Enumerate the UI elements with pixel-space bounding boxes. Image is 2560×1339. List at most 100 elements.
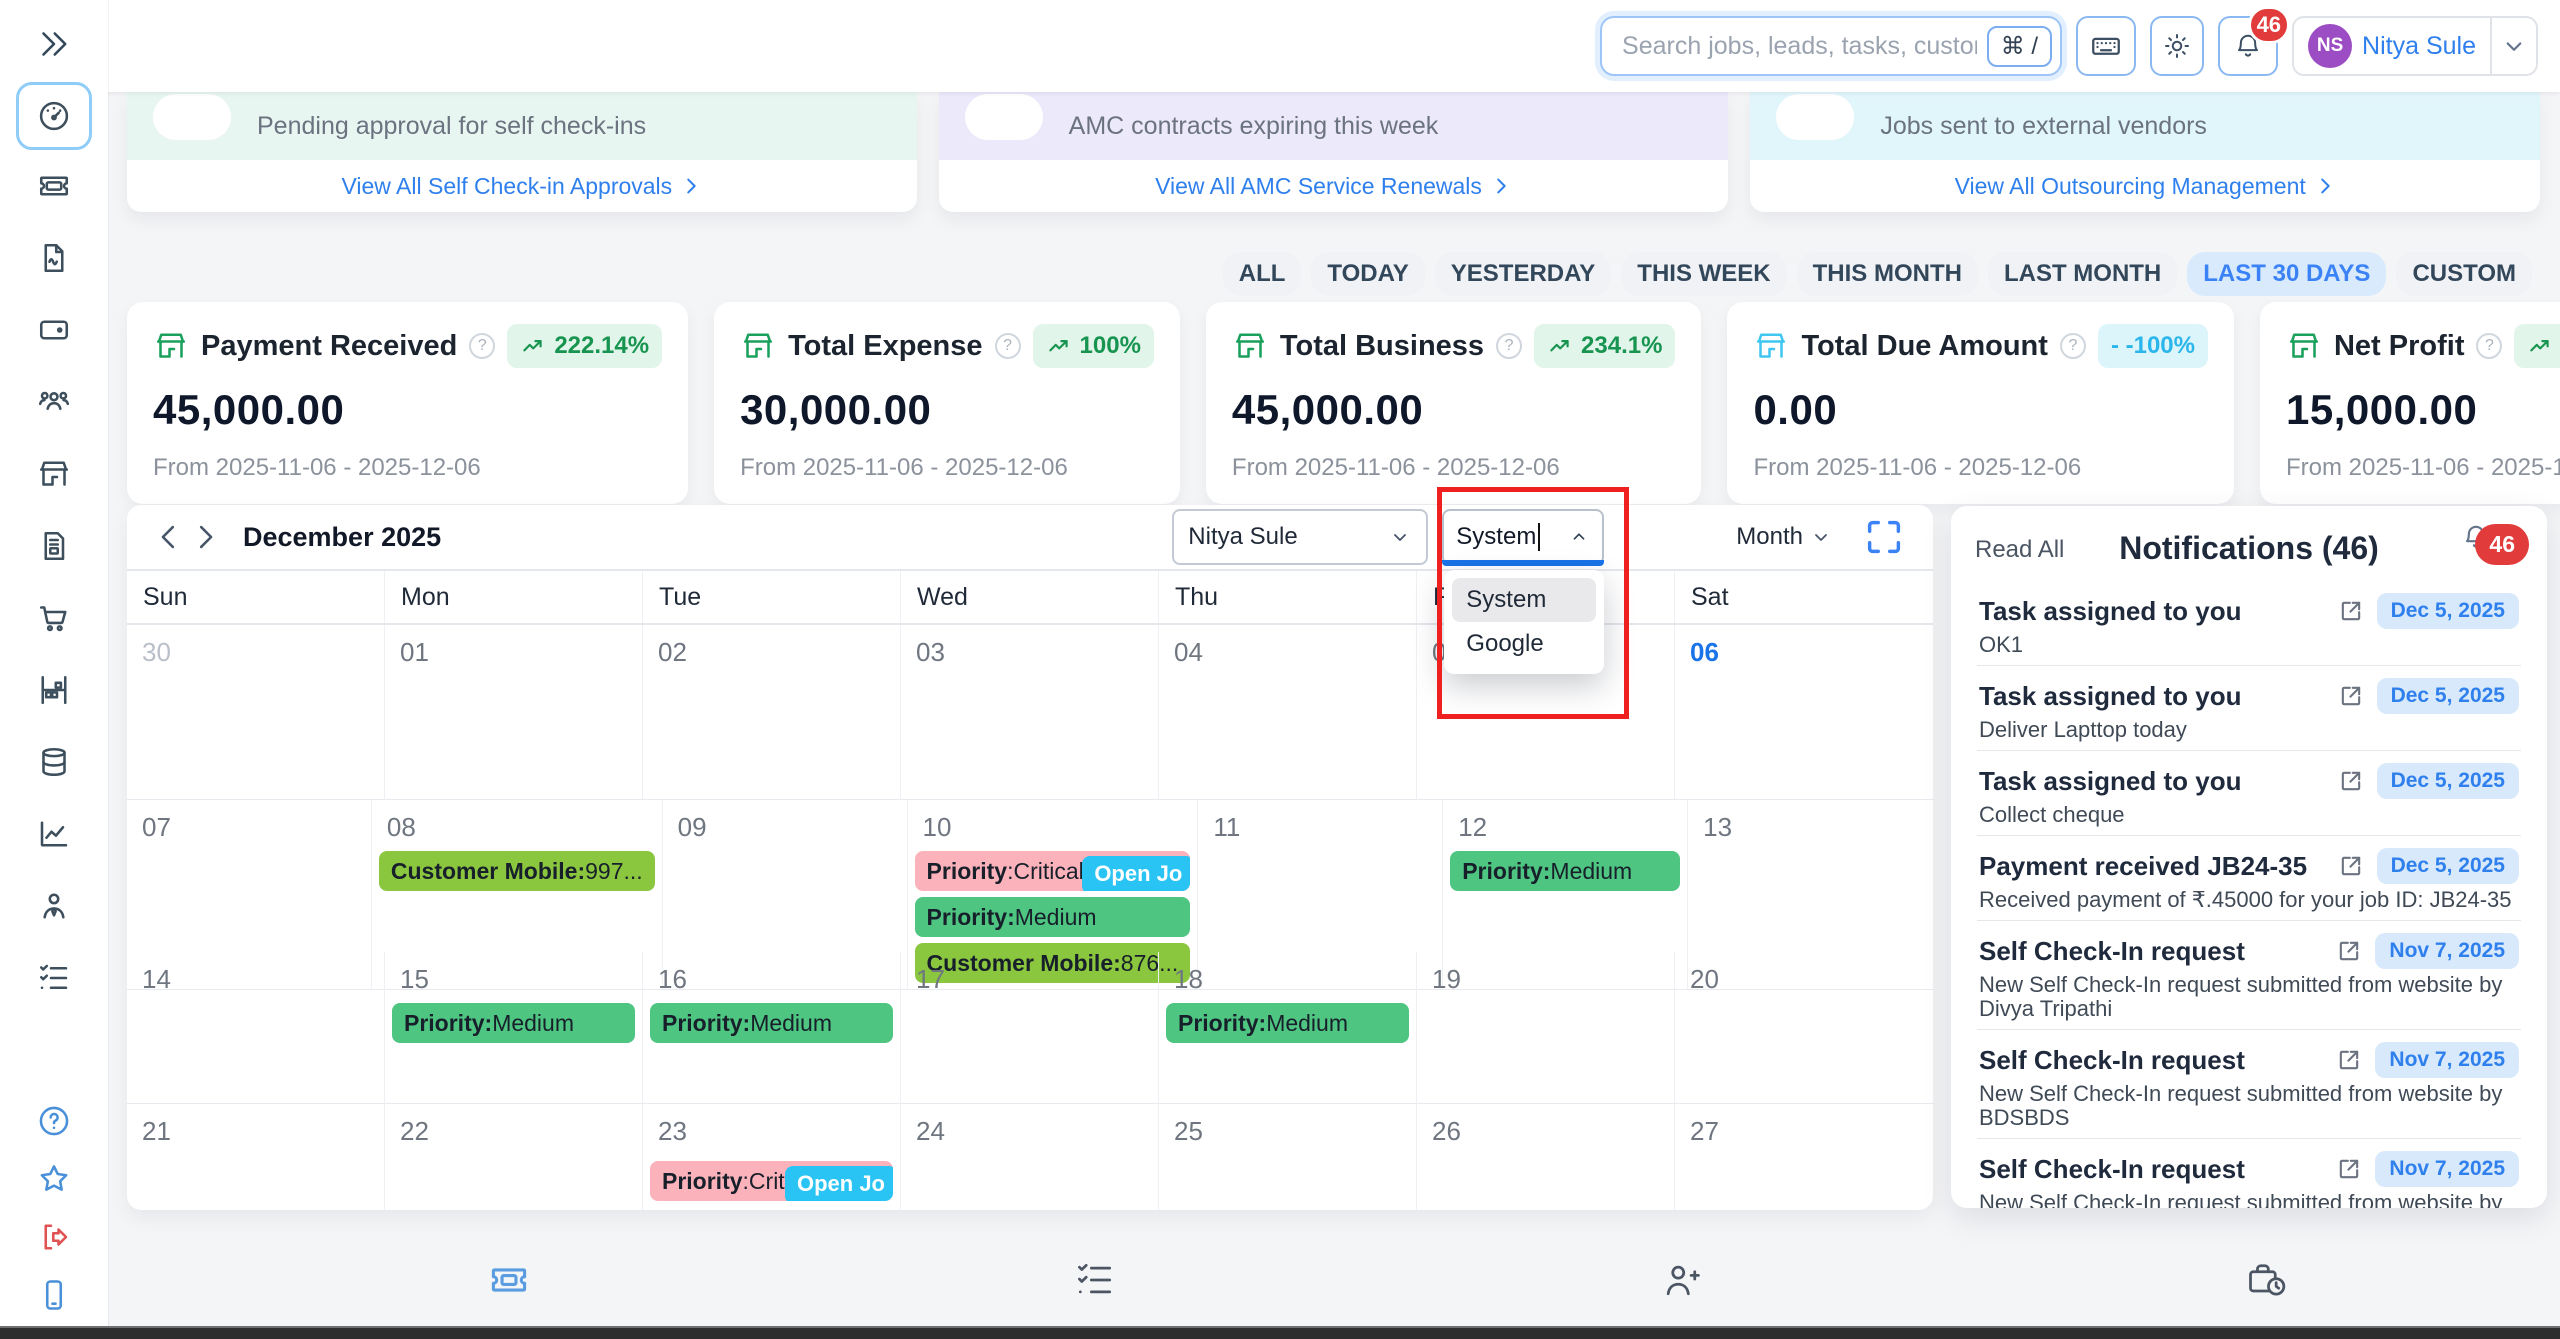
- day-cell[interactable]: 25: [1159, 1104, 1417, 1210]
- sidebar-item-tickets[interactable]: [36, 168, 72, 204]
- assignee-select[interactable]: Nitya Sule: [1172, 509, 1429, 565]
- day-cell[interactable]: 17: [901, 952, 1159, 1104]
- day-cell[interactable]: 18 Priority: Medium: [1159, 952, 1417, 1104]
- day-cell[interactable]: 22: [385, 1104, 643, 1210]
- sidebar-item-invoices[interactable]: [36, 528, 72, 564]
- tab-all[interactable]: ALL: [1222, 252, 1302, 296]
- tasks-checklist-icon[interactable]: [1073, 1258, 1117, 1302]
- day-cell[interactable]: 27: [1675, 1104, 1933, 1210]
- day-cell[interactable]: 26: [1417, 1104, 1675, 1210]
- notification-item[interactable]: Self Check-In request Nov 7, 2025 New Se…: [1977, 1139, 2521, 1208]
- notification-item[interactable]: Self Check-In request Nov 7, 2025 New Se…: [1977, 1030, 2521, 1139]
- calendar-event[interactable]: Priority: Medium: [1450, 851, 1681, 891]
- job-clock-icon[interactable]: [2245, 1258, 2289, 1302]
- tab-last-month[interactable]: LAST MONTH: [1987, 252, 2178, 296]
- calendar-prev-icon[interactable]: [153, 520, 187, 554]
- day-cell[interactable]: 14: [127, 952, 385, 1104]
- bottom-scrollbar[interactable]: [0, 1326, 2560, 1339]
- tab-today[interactable]: TODAY: [1311, 252, 1425, 296]
- external-link-icon[interactable]: [2337, 767, 2365, 795]
- source-option-system[interactable]: System: [1452, 578, 1597, 622]
- sidebar-expand-icon[interactable]: [36, 26, 72, 62]
- sidebar-item-store[interactable]: [36, 456, 72, 492]
- day-cell[interactable]: 13: [1688, 800, 1933, 990]
- booking-ticket-icon[interactable]: [487, 1258, 531, 1302]
- day-cell[interactable]: 04: [1159, 625, 1417, 800]
- view-all-self-checkin-link[interactable]: View All Self Check-in Approvals: [127, 160, 917, 212]
- day-cell[interactable]: 08 Customer Mobile: 997...: [371, 800, 663, 990]
- day-cell[interactable]: 12 Priority: Medium: [1443, 800, 1689, 990]
- day-cell[interactable]: 16 Priority: Medium: [643, 952, 901, 1104]
- calendar-event[interactable]: Priority :Critical Open Jo: [650, 1161, 893, 1201]
- sidebar-item-dashboard[interactable]: [16, 82, 92, 150]
- notification-item[interactable]: Task assigned to you Dec 5, 2025 OK1: [1977, 581, 2521, 666]
- calendar-event[interactable]: Priority: Medium: [1166, 1003, 1409, 1043]
- day-cell[interactable]: 02: [643, 625, 901, 800]
- calendar-event[interactable]: Priority: Medium: [650, 1003, 893, 1043]
- source-option-google[interactable]: Google: [1466, 630, 1544, 657]
- sidebar-item-tasks[interactable]: [36, 960, 72, 996]
- external-link-icon[interactable]: [2337, 682, 2365, 710]
- notification-item[interactable]: Task assigned to you Dec 5, 2025 Deliver…: [1977, 666, 2521, 751]
- sidebar-item-team[interactable]: [36, 384, 72, 420]
- notification-item[interactable]: Self Check-In request Nov 7, 2025 New Se…: [1977, 921, 2521, 1030]
- add-customer-icon[interactable]: [1659, 1258, 1703, 1302]
- tab-last-30-days[interactable]: LAST 30 DAYS: [2187, 252, 2387, 296]
- sidebar-item-wallet[interactable]: [36, 312, 72, 348]
- sidebar-item-purchases-cart[interactable]: [36, 600, 72, 636]
- external-link-icon[interactable]: [2335, 937, 2363, 965]
- user-profile-button[interactable]: NS Nitya Sule: [2294, 24, 2490, 68]
- day-cell[interactable]: 10 Priority :Critical Open Jo Priority: …: [907, 800, 1199, 990]
- day-cell[interactable]: 07: [127, 800, 372, 990]
- info-question-icon[interactable]: ?: [469, 333, 496, 359]
- tab-this-week[interactable]: THIS WEEK: [1621, 252, 1787, 296]
- search-input[interactable]: [1622, 31, 1977, 61]
- external-link-icon[interactable]: [2335, 1046, 2363, 1074]
- notification-item[interactable]: Payment received JB24-35 Dec 5, 2025 Rec…: [1977, 836, 2521, 921]
- info-question-icon[interactable]: ?: [2476, 333, 2503, 359]
- info-question-icon[interactable]: ?: [2059, 333, 2086, 359]
- view-all-outsourcing-link[interactable]: View All Outsourcing Management: [1750, 160, 2540, 212]
- fullscreen-expand-icon[interactable]: [1861, 514, 1907, 560]
- user-menu-toggle[interactable]: [2490, 18, 2536, 74]
- calendar-event[interactable]: Priority: Medium: [392, 1003, 635, 1043]
- day-cell[interactable]: 01: [385, 625, 643, 800]
- day-cell[interactable]: 03: [901, 625, 1159, 800]
- open-job-badge[interactable]: Open Jo: [784, 1166, 893, 1201]
- calendar-next-icon[interactable]: [187, 520, 221, 554]
- sidebar-item-employees[interactable]: [36, 888, 72, 924]
- notifications-button[interactable]: 46: [2218, 6, 2291, 76]
- day-cell-today[interactable]: 06: [1675, 625, 1933, 800]
- keyboard-shortcuts-button[interactable]: [2076, 16, 2137, 76]
- day-cell[interactable]: 19: [1417, 952, 1675, 1104]
- view-mode-select[interactable]: Month: [1736, 523, 1833, 551]
- external-link-icon[interactable]: [2337, 852, 2365, 880]
- day-cell[interactable]: 24: [901, 1104, 1159, 1210]
- day-cell[interactable]: 11: [1198, 800, 1444, 990]
- day-cell[interactable]: 09: [662, 800, 908, 990]
- info-question-icon[interactable]: ?: [1496, 333, 1523, 359]
- mobile-app-icon[interactable]: [36, 1277, 72, 1313]
- sidebar-item-analytics[interactable]: [36, 816, 72, 852]
- notification-item[interactable]: Task assigned to you Dec 5, 2025 Collect…: [1977, 751, 2521, 836]
- info-question-icon[interactable]: ?: [994, 333, 1021, 359]
- calendar-event[interactable]: Priority :Critical Open Jo: [914, 851, 1191, 891]
- day-cell[interactable]: 21: [127, 1104, 385, 1210]
- tab-yesterday[interactable]: YESTERDAY: [1434, 252, 1612, 296]
- day-cell[interactable]: 30: [127, 625, 385, 800]
- tab-custom[interactable]: CUSTOM: [2396, 252, 2532, 296]
- day-cell[interactable]: 20: [1675, 952, 1933, 1104]
- open-job-badge[interactable]: Open Jo: [1082, 856, 1191, 891]
- day-cell[interactable]: 15 Priority: Medium: [385, 952, 643, 1104]
- day-cell[interactable]: 23 Priority :Critical Open Jo: [643, 1104, 901, 1210]
- calendar-event[interactable]: Priority: Medium: [914, 897, 1191, 937]
- global-search[interactable]: ⌘ /: [1600, 16, 2063, 76]
- view-all-amc-renewals-link[interactable]: View All AMC Service Renewals: [939, 160, 1729, 212]
- sidebar-item-inventory-shelf[interactable]: [36, 672, 72, 708]
- tab-this-month[interactable]: THIS MONTH: [1796, 252, 1978, 296]
- external-link-icon[interactable]: [2335, 1155, 2363, 1183]
- theme-toggle-button[interactable]: [2150, 16, 2205, 76]
- calendar-event[interactable]: Customer Mobile: 876...: [914, 943, 1191, 983]
- sidebar-item-database[interactable]: [36, 744, 72, 780]
- read-all-button[interactable]: Read All: [1975, 536, 2065, 563]
